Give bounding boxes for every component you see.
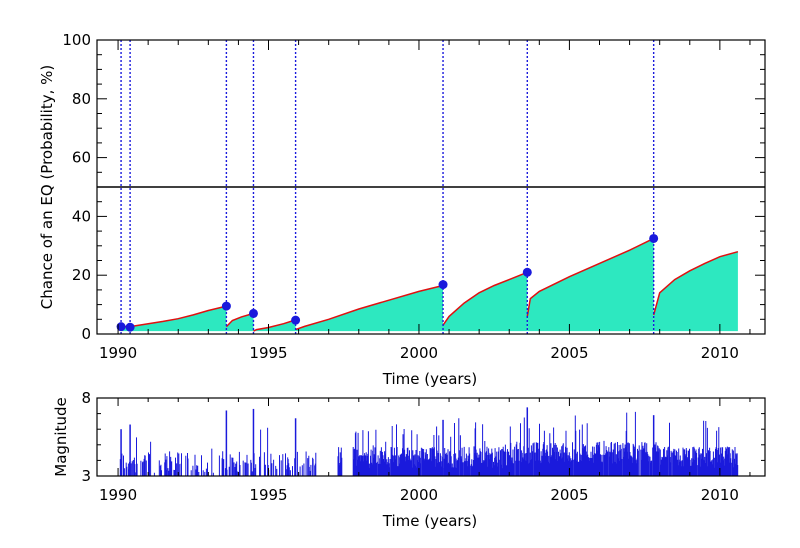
probability-x-tick-label-1990: 1990 (99, 344, 137, 362)
probability-line-segment-8 (652, 250, 739, 316)
magnitude-x-tick-label-2005: 2005 (550, 486, 588, 504)
probability-line-segment-6 (442, 271, 528, 326)
probability-panel: 1990 1995 2000 2005 2010 0 20 40 60 80 100 Time (y… (38, 31, 766, 388)
probability-axis-ticks: 1990 1995 2000 2005 2010 0 20 40 60 80 100 (62, 31, 765, 362)
probability-line-segment-2 (129, 305, 227, 328)
magnitude-panel: 1990 1995 2000 2005 2010 3 8 Time (years) Magn… (52, 389, 766, 530)
probability-x-tick-label-1995: 1995 (249, 344, 287, 362)
magnitude-x-tick-label-1995: 1995 (249, 486, 287, 504)
magnitude-bars (119, 411, 739, 476)
event-marker-5 (291, 315, 301, 325)
event-marker-1 (116, 322, 126, 332)
probability-area-segment-6 (443, 272, 528, 332)
probability-area-segment-3 (226, 313, 254, 332)
event-marker-6 (438, 280, 448, 290)
event-marker-4 (248, 308, 258, 318)
probability-x-tick-label-2005: 2005 (550, 344, 588, 362)
probability-x-tick-label-2000: 2000 (400, 344, 438, 362)
probability-line-segment-3 (225, 312, 254, 328)
probability-area-segment-8 (653, 251, 738, 332)
magnitude-y-axis-title: Magnitude (52, 397, 70, 476)
magnitude-plot-frame (96, 397, 766, 477)
magnitude-y-tick-label-3: 3 (81, 467, 91, 485)
probability-y-tick-label-100: 100 (62, 31, 91, 49)
probability-y-tick-label-20: 20 (72, 266, 91, 284)
probability-line-segment-5 (295, 284, 444, 331)
probability-y-tick-label-40: 40 (72, 207, 91, 225)
probability-x-tick-label-2010: 2010 (701, 344, 739, 362)
magnitude-y-tick-label-8: 8 (81, 389, 91, 407)
probability-y-tick-label-0: 0 (81, 325, 91, 343)
probability-area-layer (121, 238, 738, 332)
event-marker-3 (221, 301, 231, 311)
magnitude-x-axis-title: Time (years) (382, 512, 477, 530)
probability-area-segment-7 (527, 238, 654, 332)
magnitude-axis-ticks: 1990 1995 2000 2005 2010 3 8 (81, 389, 765, 504)
magnitude-x-tick-label-2010: 2010 (701, 486, 739, 504)
event-marker-7 (522, 267, 532, 277)
probability-y-tick-label-80: 80 (72, 90, 91, 108)
probability-y-axis-title: Chance of an EQ (Probability, %) (38, 65, 56, 309)
magnitude-x-tick-label-1990: 1990 (99, 486, 137, 504)
magnitude-bar-layer (119, 407, 739, 476)
probability-x-axis-title: Time (years) (382, 370, 477, 388)
probability-y-tick-label-60: 60 (72, 149, 91, 167)
event-marker-2 (125, 322, 135, 332)
event-marker-8 (649, 233, 659, 243)
probability-line-segment-7 (526, 237, 655, 317)
probability-area-segment-5 (295, 285, 443, 332)
event-marker-layer (116, 233, 659, 332)
magnitude-x-tick-label-2000: 2000 (400, 486, 438, 504)
